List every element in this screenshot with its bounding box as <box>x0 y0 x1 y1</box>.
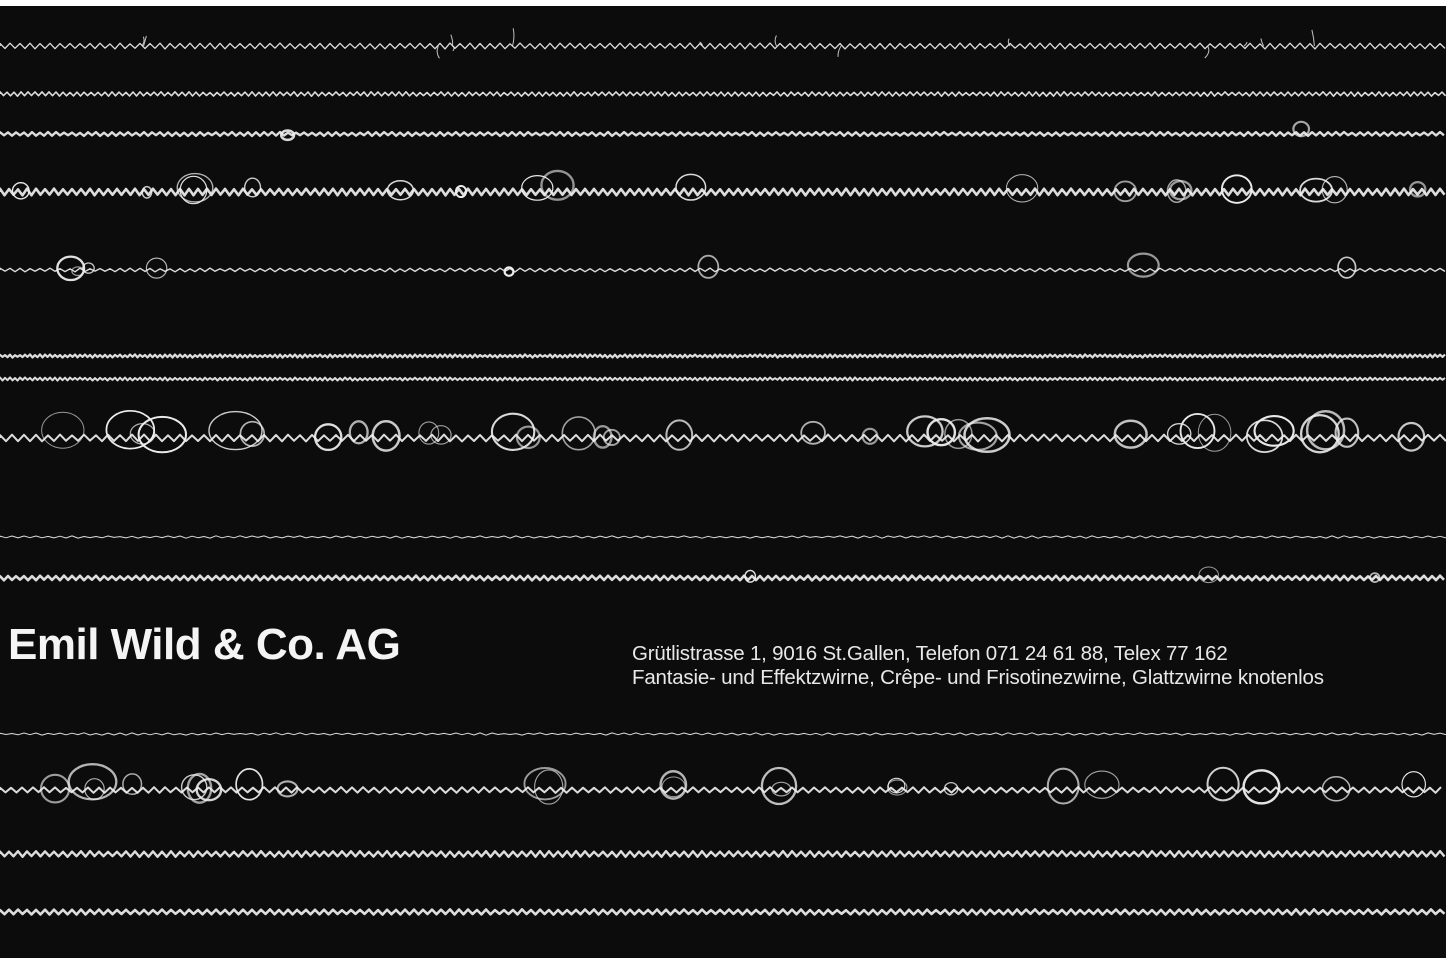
yarn-strand <box>0 567 1444 583</box>
company-name: Emil Wild & Co. AG <box>8 620 400 670</box>
yarn-strand <box>0 411 1446 453</box>
yarn-strand <box>0 536 1446 538</box>
yarn-strand <box>0 92 1446 96</box>
advertisement-poster: Emil Wild & Co. AG Grütlistrasse 1, 9016… <box>0 6 1446 958</box>
yarn-strand <box>0 28 1445 58</box>
yarn-strand <box>0 122 1444 140</box>
company-info: Grütlistrasse 1, 9016 St.Gallen, Telefon… <box>632 642 1324 690</box>
products-line: Fantasie- und Effektzwirne, Crêpe- und F… <box>632 666 1324 690</box>
yarn-strand <box>0 764 1441 804</box>
yarn-strand <box>0 171 1445 204</box>
yarn-strand <box>0 851 1445 857</box>
yarn-strand <box>0 377 1445 380</box>
yarn-strand <box>0 909 1445 914</box>
yarn-samples-photo <box>0 6 1446 958</box>
yarn-strand <box>0 354 1445 357</box>
address-line: Grütlistrasse 1, 9016 St.Gallen, Telefon… <box>632 642 1324 666</box>
yarn-strand <box>0 733 1446 735</box>
yarn-strand <box>0 254 1445 280</box>
